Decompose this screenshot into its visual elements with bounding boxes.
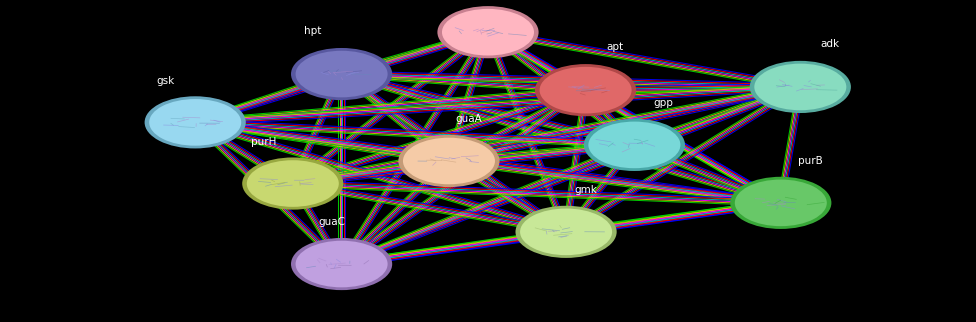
Ellipse shape [519, 208, 613, 256]
Text: guaA: guaA [455, 114, 482, 125]
Ellipse shape [515, 206, 617, 258]
Text: gmk: gmk [574, 185, 597, 195]
Ellipse shape [588, 121, 681, 169]
Ellipse shape [246, 159, 340, 208]
Ellipse shape [148, 98, 242, 147]
Ellipse shape [295, 50, 388, 98]
Ellipse shape [295, 240, 388, 288]
Text: purB: purB [797, 156, 823, 166]
Ellipse shape [402, 137, 496, 185]
Ellipse shape [242, 157, 344, 210]
Text: purH: purH [251, 137, 276, 147]
Text: adk: adk [820, 39, 839, 49]
Ellipse shape [539, 66, 632, 114]
Ellipse shape [750, 61, 851, 113]
Text: apt: apt [606, 42, 624, 52]
Text: gsk: gsk [157, 76, 175, 86]
Ellipse shape [437, 6, 539, 58]
Ellipse shape [291, 238, 392, 290]
Ellipse shape [144, 96, 246, 148]
Ellipse shape [730, 177, 832, 229]
Ellipse shape [535, 64, 636, 116]
Ellipse shape [753, 63, 847, 111]
Ellipse shape [291, 48, 392, 100]
Ellipse shape [441, 8, 535, 56]
Text: hpt: hpt [304, 26, 321, 36]
Ellipse shape [398, 135, 500, 187]
Ellipse shape [734, 179, 828, 227]
Text: guaC: guaC [318, 217, 346, 228]
Ellipse shape [584, 119, 685, 171]
Text: gpp: gpp [654, 98, 673, 108]
